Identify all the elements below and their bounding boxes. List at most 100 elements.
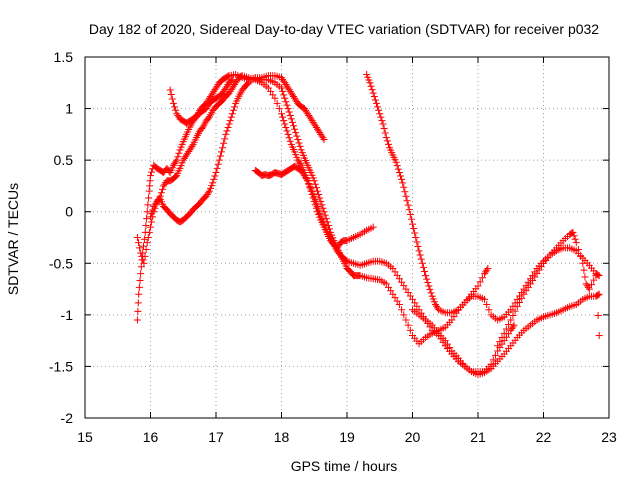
data-point [204,189,212,197]
data-point [143,208,151,216]
x-tick-label: 18 [274,429,290,445]
data-point [400,183,408,191]
data-point [283,101,291,109]
y-tick-label: 0.5 [54,152,74,168]
data-point [137,270,145,278]
data-point [319,134,327,142]
data-point [225,120,233,128]
data-point [316,194,324,202]
data-point [306,184,314,192]
x-tick-label: 15 [77,429,93,445]
y-tick-label: -1.5 [49,358,73,374]
data-point [304,177,312,185]
data-point [406,210,414,218]
data-point [491,351,499,359]
data-point [157,189,165,197]
data-point [174,153,182,161]
data-point [588,281,596,289]
data-point [135,290,143,298]
data-point [224,123,232,131]
y-tick-label: -1 [61,307,74,323]
data-point [369,89,377,97]
data-point [226,117,234,125]
data-point [402,316,410,324]
data-point [410,225,418,233]
data-point [317,197,325,205]
data-point [282,98,290,106]
x-tick-label: 17 [208,429,224,445]
data-point [413,238,421,246]
data-point [402,192,410,200]
data-point [159,185,167,193]
data-point [228,76,236,84]
data-point [510,321,518,329]
data-point [594,291,602,299]
data-point [476,278,484,286]
data-point [407,215,415,223]
data-point [502,325,510,333]
data-point [214,160,222,168]
data-point [324,221,332,229]
data-point [570,232,578,240]
data-point [212,169,220,177]
series-arc-3 [147,72,328,226]
data-point [213,164,221,172]
y-tick-label: 1.5 [54,49,74,65]
data-point [308,191,316,199]
data-point [148,209,156,217]
data-point [275,105,283,113]
data-point [515,298,523,306]
x-tick-label: 22 [536,429,552,445]
data-point [368,86,376,94]
data-point [500,329,508,337]
data-point [403,197,411,205]
data-point [315,191,323,199]
data-point [142,246,150,254]
data-point [168,95,176,103]
series-arc-2 [133,72,603,379]
data-point [401,188,409,196]
y-tick-label: -2 [61,410,74,426]
data-point [294,136,302,144]
data-point [487,360,495,368]
x-tick-label: 20 [405,429,421,445]
data-point [416,251,424,259]
series-arc-6 [363,71,603,324]
data-point [507,316,515,324]
series-arc-4 [166,76,236,127]
data-point [427,289,435,297]
data-point [380,125,388,133]
data-point [227,113,235,121]
data-point [217,148,225,156]
data-point [342,256,350,264]
tick-labels: 15 16 17 18 19 20 21 22 23 -2 -1.5 -1 -0.5 0 0.5 1 1.5 [49,49,617,445]
data-point [279,87,287,95]
data-point [296,160,304,168]
data-point [369,223,377,231]
data-point [285,108,293,116]
data-point [286,137,294,145]
data-point [399,179,407,187]
data-point [518,294,526,302]
data-point [322,215,330,223]
data-point [148,218,156,226]
data-point [147,172,154,180]
data-point [284,105,292,113]
data-point [271,94,279,102]
data-point [415,247,423,255]
data-point [320,208,328,216]
data-point [367,82,375,90]
data-point [593,292,601,300]
data-point [382,133,390,141]
data-point [379,120,387,128]
data-point [134,307,142,315]
data-point [398,175,406,183]
data-point [309,194,317,202]
data-point [171,103,179,111]
x-axis-label: GPS time / hours [291,458,398,474]
data-point [585,285,593,293]
data-point [395,169,403,177]
data-point [288,118,296,126]
data-point [590,276,598,284]
